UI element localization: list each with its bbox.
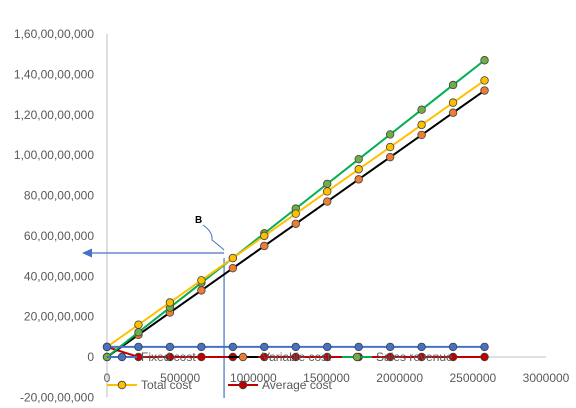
data-point xyxy=(102,342,112,352)
break-even-arrow-head xyxy=(82,248,92,258)
data-point xyxy=(291,219,300,228)
y-tick-label: 80,00,00,000 xyxy=(24,189,94,203)
data-point xyxy=(480,86,489,95)
data-point xyxy=(385,352,395,362)
data-point xyxy=(197,352,206,362)
data-point xyxy=(448,98,458,107)
y-tick-label: 1,40,00,00,000 xyxy=(14,67,94,81)
y-tick-label: 1,60,00,00,000 xyxy=(14,27,94,41)
data-point xyxy=(417,352,426,362)
y-tick-label: 1,00,00,00,000 xyxy=(14,148,94,162)
data-point xyxy=(480,56,489,65)
legend-label: Sales revenue xyxy=(376,350,453,364)
y-tick-label: 0 xyxy=(87,350,94,364)
legend: Fixed cost Variable cost Sales revenue Tota… xyxy=(107,350,453,392)
data-point xyxy=(228,263,238,273)
data-point xyxy=(417,342,426,352)
data-point xyxy=(323,187,332,196)
data-point xyxy=(480,76,489,85)
break-even-annotation: B xyxy=(82,215,225,398)
legend-item-average-cost: Average cost xyxy=(228,378,332,392)
data-point xyxy=(448,352,458,362)
legend-swatch-marker xyxy=(238,352,248,362)
legend-swatch-marker xyxy=(238,380,248,390)
y-tick-label: 20,00,00,000 xyxy=(24,310,94,324)
data-point xyxy=(448,80,458,90)
data-point xyxy=(385,142,395,152)
y-tick-label: 1,20,00,00,000 xyxy=(14,108,94,122)
data-point xyxy=(354,154,363,164)
data-point xyxy=(291,342,300,352)
x-tick-label: 0 xyxy=(104,371,111,385)
y-tick-label: 60,00,00,000 xyxy=(24,229,94,243)
data-point xyxy=(260,231,269,241)
data-point xyxy=(134,342,143,352)
data-point xyxy=(228,342,238,352)
series-lines xyxy=(102,56,489,362)
legend-item-total-cost: Total cost xyxy=(107,378,192,392)
data-point xyxy=(291,209,300,218)
data-point xyxy=(165,298,175,307)
x-tick-label: 1500000 xyxy=(303,371,350,385)
data-point xyxy=(134,328,143,337)
annotation-leader-line xyxy=(202,224,225,251)
legend-swatch-marker xyxy=(352,352,362,362)
data-point xyxy=(448,342,458,352)
data-point xyxy=(260,352,269,362)
data-point xyxy=(260,342,269,352)
x-tick-label: 2500000 xyxy=(449,371,496,385)
data-point xyxy=(480,342,489,352)
data-point xyxy=(480,352,489,362)
legend-label: Variable cost xyxy=(262,350,331,364)
data-point xyxy=(134,320,143,329)
x-tick-label: 500000 xyxy=(160,371,200,385)
legend-item-fixed-cost: Fixed cost xyxy=(107,350,196,364)
data-point xyxy=(197,342,206,352)
legend-swatch-marker xyxy=(117,352,127,362)
legend-label: Average cost xyxy=(262,378,332,392)
data-point xyxy=(417,105,426,114)
series-total-cost xyxy=(102,76,489,352)
series-fixed-cost xyxy=(102,342,489,352)
data-point xyxy=(260,241,269,251)
data-point xyxy=(197,276,206,285)
series-sales-revenue xyxy=(102,56,489,362)
data-point xyxy=(291,352,300,362)
data-point xyxy=(228,253,238,263)
data-point xyxy=(417,130,426,140)
legend-label: Total cost xyxy=(141,378,192,392)
legend-label: Fixed cost xyxy=(141,350,196,364)
data-point xyxy=(385,152,395,162)
data-point xyxy=(197,286,206,295)
series-variable-cost xyxy=(102,86,489,362)
axes: -20,00,00,000 0 20,00,00,000 40,00,00,000 60… xyxy=(14,27,570,404)
data-point xyxy=(385,342,395,352)
x-tick-label: 2000000 xyxy=(376,371,423,385)
data-point xyxy=(354,175,363,184)
legend-swatch-marker xyxy=(117,380,127,390)
legend-item-variable-cost: Variable cost xyxy=(228,350,331,364)
x-tick-label: 3000000 xyxy=(523,371,570,385)
data-point xyxy=(165,352,175,362)
data-point xyxy=(165,342,175,352)
y-tick-label: 40,00,00,000 xyxy=(24,269,94,283)
data-point xyxy=(323,352,332,362)
data-point xyxy=(385,130,395,139)
data-point xyxy=(417,120,426,130)
data-point xyxy=(323,342,332,352)
data-point xyxy=(323,179,332,189)
data-point xyxy=(448,108,458,117)
y-tick-label: -20,00,00,000 xyxy=(20,390,94,404)
legend-item-sales-revenue: Sales revenue xyxy=(342,350,453,364)
data-point xyxy=(354,165,363,174)
data-point xyxy=(323,197,332,206)
annotation-label: B xyxy=(195,215,202,226)
data-point xyxy=(354,342,363,352)
